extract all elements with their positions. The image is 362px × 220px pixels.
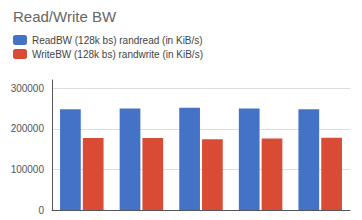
svg-text:0: 0 xyxy=(38,205,44,216)
svg-text:300000: 300000 xyxy=(11,83,45,94)
svg-text:100000: 100000 xyxy=(11,164,45,175)
svg-text:WriteBW (128k bs) randwrite (i: WriteBW (128k bs) randwrite (in KiB/s) xyxy=(32,49,203,60)
svg-text:200000: 200000 xyxy=(11,123,45,134)
svg-text:ReadBW (128k bs) randread (in: ReadBW (128k bs) randread (in KiB/s) xyxy=(32,35,203,46)
svg-text:Read/Write BW: Read/Write BW xyxy=(13,8,117,25)
